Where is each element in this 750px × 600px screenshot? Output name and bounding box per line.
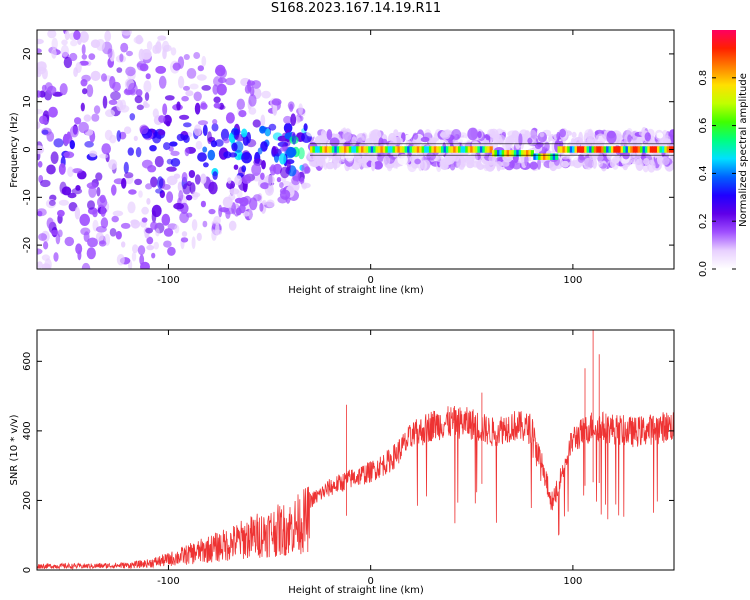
colorbar-tick-label: 0.4 bbox=[698, 165, 709, 181]
spectrogram-y-tick-label: 20 bbox=[22, 48, 33, 61]
snr-y-tick-label: 400 bbox=[22, 421, 33, 440]
colorbar-tick-label: 0.8 bbox=[698, 70, 709, 86]
spectrogram-x-label: Height of straight line (km) bbox=[288, 285, 424, 296]
spectrogram-y-tick-label: -20 bbox=[22, 237, 33, 253]
chart-title: S168.2023.167.14.19.R11 bbox=[270, 1, 442, 16]
snr-frame bbox=[36, 329, 675, 571]
snr-plot-area bbox=[37, 330, 674, 570]
colorbar-label: Normalized spectral amplitude bbox=[738, 73, 749, 227]
snr-x-tick-label: 0 bbox=[367, 576, 373, 587]
snr-x-tick-label: -100 bbox=[157, 576, 180, 587]
spectrogram-y-tick-label: 10 bbox=[22, 95, 33, 108]
colorbar-tick-label: 0.0 bbox=[698, 261, 709, 277]
spectrogram-y-label: Frequency (Hz) bbox=[9, 112, 20, 188]
colorbar-ticks: 0.0 0.2 0.4 0.6 0.8 bbox=[698, 70, 736, 277]
colorbar-tick-label: 0.6 bbox=[698, 118, 709, 134]
snr-y-tick-label: 600 bbox=[22, 352, 33, 371]
colorbar-tick-label: 0.2 bbox=[698, 213, 709, 229]
colorbar bbox=[712, 30, 736, 269]
spectrogram-y-tick-label: 0 bbox=[22, 146, 33, 152]
snr-series-line bbox=[37, 330, 674, 570]
spectrogram-heatmap bbox=[37, 30, 674, 269]
snr-y-label: SNR (10 * v/v) bbox=[9, 414, 20, 485]
snr-ticks: -100 0 100 0 200 400 600 bbox=[22, 330, 674, 587]
spectrogram-x-tick-label: 0 bbox=[367, 275, 373, 286]
spectrogram-x-tick-label: -100 bbox=[157, 275, 180, 286]
snr-x-tick-label: 100 bbox=[563, 576, 582, 587]
spectrogram-x-tick-label: 100 bbox=[563, 275, 582, 286]
snr-y-tick-label: 200 bbox=[22, 491, 33, 510]
snr-y-tick-label: 0 bbox=[22, 567, 33, 573]
snr-x-label: Height of straight line (km) bbox=[288, 585, 424, 596]
spectrogram-y-tick-label: -10 bbox=[22, 189, 33, 205]
